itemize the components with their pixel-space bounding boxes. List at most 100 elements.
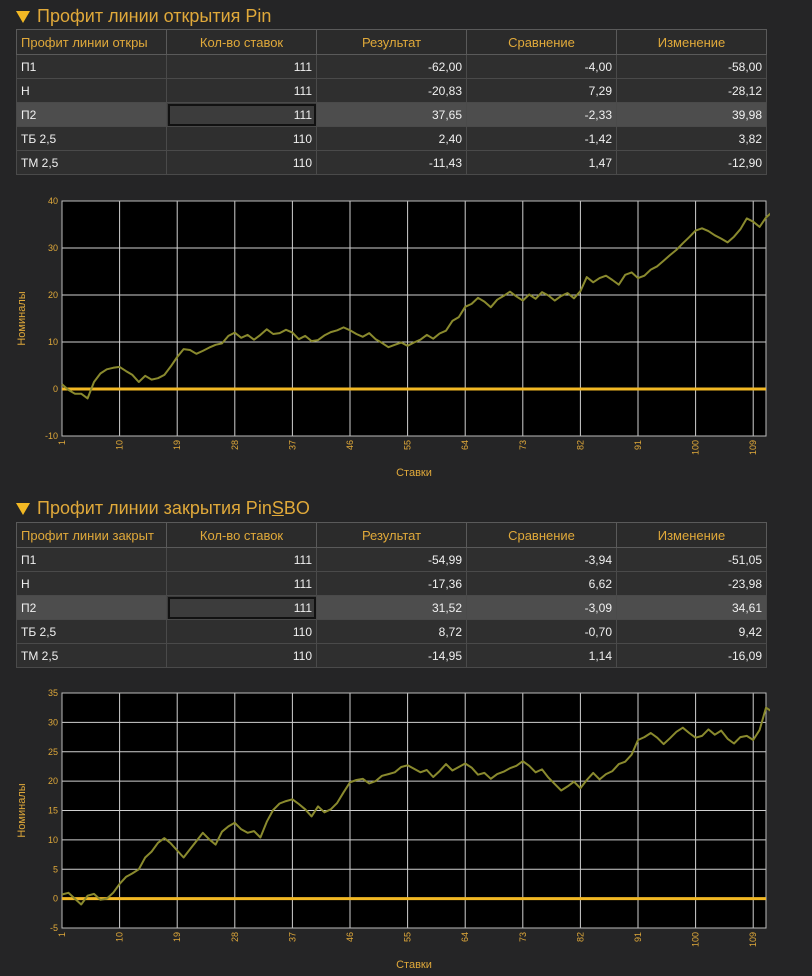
table-cell[interactable]: -2,33 <box>466 102 617 127</box>
table-cell[interactable]: П2 <box>16 595 167 620</box>
column-header[interactable]: Результат <box>316 522 467 548</box>
table-cell[interactable]: -12,90 <box>616 150 767 175</box>
table-row[interactable]: П1 111 -54,99 -3,94 -51,05 <box>16 547 767 572</box>
table-cell[interactable]: -1,42 <box>466 126 617 151</box>
table-row-selected[interactable]: П2 111 37,65 -2,33 39,98 <box>16 102 767 127</box>
table-row[interactable]: Н 111 -17,36 6,62 -23,98 <box>16 571 767 596</box>
table-cell[interactable]: 9,42 <box>616 619 767 644</box>
column-header[interactable]: Кол-во ставок <box>166 29 317 55</box>
table-cell[interactable]: 110 <box>166 619 317 644</box>
table-cell[interactable]: -23,98 <box>616 571 767 596</box>
table-row[interactable]: Н 111 -20,83 7,29 -28,12 <box>16 78 767 103</box>
x-tick-label: 55 <box>403 440 413 450</box>
table-cell[interactable]: 111 <box>166 547 317 572</box>
table-cell[interactable]: Н <box>16 78 167 103</box>
x-tick-label: 28 <box>230 932 240 942</box>
table-cell[interactable]: 1,14 <box>466 643 617 668</box>
table-cell[interactable]: ТМ 2,5 <box>16 643 167 668</box>
table-cell[interactable]: 111 <box>166 571 317 596</box>
column-header[interactable]: Профит линии откры <box>16 29 167 55</box>
y-tick-label: 20 <box>48 290 58 300</box>
table-cell[interactable]: ТМ 2,5 <box>16 150 167 175</box>
column-header[interactable]: Изменение <box>616 522 767 548</box>
table-cell[interactable]: -3,09 <box>466 595 617 620</box>
x-tick-label: 46 <box>345 932 355 942</box>
column-header[interactable]: Сравнение <box>466 29 617 55</box>
x-tick-label: 91 <box>633 932 643 942</box>
table-cell[interactable]: -4,00 <box>466 54 617 79</box>
table-cell[interactable]: 110 <box>166 126 317 151</box>
table-header-row: Профит линии откры Кол-во ставок Результ… <box>16 29 767 55</box>
table-cell[interactable]: ТБ 2,5 <box>16 126 167 151</box>
table-cell[interactable]: -16,09 <box>616 643 767 668</box>
table-cell[interactable]: 7,29 <box>466 78 617 103</box>
column-header[interactable]: Профит линии закрыт <box>16 522 167 548</box>
x-tick-label: 100 <box>691 932 701 947</box>
table-cell[interactable]: 6,62 <box>466 571 617 596</box>
table-cell[interactable]: -51,05 <box>616 547 767 572</box>
table-row[interactable]: П1 111 -62,00 -4,00 -58,00 <box>16 54 767 79</box>
section-open-header[interactable]: Профит линии открытия Pin <box>16 5 271 27</box>
table-cell[interactable]: -28,12 <box>616 78 767 103</box>
section-close-title: Профит линии закрытия PinSBO <box>37 498 310 519</box>
table-cell[interactable]: 1,47 <box>466 150 617 175</box>
x-tick-label: 73 <box>518 932 528 942</box>
x-tick-label: 73 <box>518 440 528 450</box>
y-tick-label: 35 <box>48 688 58 698</box>
table-cell[interactable]: 37,65 <box>316 102 467 127</box>
x-tick-label: 46 <box>345 440 355 450</box>
table-cell[interactable]: 3,82 <box>616 126 767 151</box>
column-header[interactable]: Сравнение <box>466 522 617 548</box>
table-cell[interactable]: -14,95 <box>316 643 467 668</box>
table-cell[interactable]: -3,94 <box>466 547 617 572</box>
x-tick-label: 19 <box>172 440 182 450</box>
table-cell[interactable]: 34,61 <box>616 595 767 620</box>
section-close-header[interactable]: Профит линии закрытия PinSBO <box>16 497 310 519</box>
table-cell[interactable]: -0,70 <box>466 619 617 644</box>
table-cell[interactable]: -17,36 <box>316 571 467 596</box>
column-header[interactable]: Изменение <box>616 29 767 55</box>
y-tick-label: 10 <box>48 835 58 845</box>
table-cell[interactable]: -62,00 <box>316 54 467 79</box>
table-cell[interactable]: 110 <box>166 150 317 175</box>
y-tick-label: -10 <box>45 431 58 441</box>
table-cell[interactable]: -11,43 <box>316 150 467 175</box>
table-cell[interactable]: П1 <box>16 54 167 79</box>
x-tick-label: 1 <box>57 440 67 445</box>
plot-area <box>62 201 766 436</box>
table-cell[interactable]: П2 <box>16 102 167 127</box>
table-row[interactable]: ТМ 2,5 110 -14,95 1,14 -16,09 <box>16 643 767 668</box>
table-cell[interactable]: -20,83 <box>316 78 467 103</box>
table-cell[interactable]: 111 <box>166 54 317 79</box>
section-open-title-text: Профит линии открытия Pin <box>37 5 272 26</box>
column-header[interactable]: Результат <box>316 29 467 55</box>
table-row-selected[interactable]: П2 111 31,52 -3,09 34,61 <box>16 595 767 620</box>
x-axis-label: Ставки <box>396 959 432 971</box>
table-row[interactable]: ТМ 2,5 110 -11,43 1,47 -12,90 <box>16 150 767 175</box>
y-tick-label: 15 <box>48 806 58 816</box>
table-cell[interactable]: -58,00 <box>616 54 767 79</box>
x-tick-label: 55 <box>403 932 413 942</box>
table-cell-focused[interactable]: 111 <box>166 102 317 127</box>
collapse-triangle-icon[interactable] <box>16 11 30 23</box>
column-header[interactable]: Кол-во ставок <box>166 522 317 548</box>
table-cell[interactable]: -54,99 <box>316 547 467 572</box>
table-row[interactable]: ТБ 2,5 110 8,72 -0,70 9,42 <box>16 619 767 644</box>
table-row[interactable]: ТБ 2,5 110 2,40 -1,42 3,82 <box>16 126 767 151</box>
x-tick-label: 91 <box>633 440 643 450</box>
section-close-title-rest: BO <box>283 497 310 518</box>
collapse-triangle-icon[interactable] <box>16 503 30 515</box>
table-cell[interactable]: 110 <box>166 643 317 668</box>
table-cell[interactable]: Н <box>16 571 167 596</box>
section-close-title-underlined: S <box>271 497 284 518</box>
table-cell[interactable]: П1 <box>16 547 167 572</box>
table-cell[interactable]: 39,98 <box>616 102 767 127</box>
y-axis-label: Номиналы <box>16 291 28 345</box>
table-cell[interactable]: 31,52 <box>316 595 467 620</box>
table-cell[interactable]: 111 <box>166 78 317 103</box>
table-cell[interactable]: 8,72 <box>316 619 467 644</box>
x-tick-label: 64 <box>460 440 470 450</box>
table-cell-focused[interactable]: 111 <box>166 595 317 620</box>
table-cell[interactable]: 2,40 <box>316 126 467 151</box>
table-cell[interactable]: ТБ 2,5 <box>16 619 167 644</box>
